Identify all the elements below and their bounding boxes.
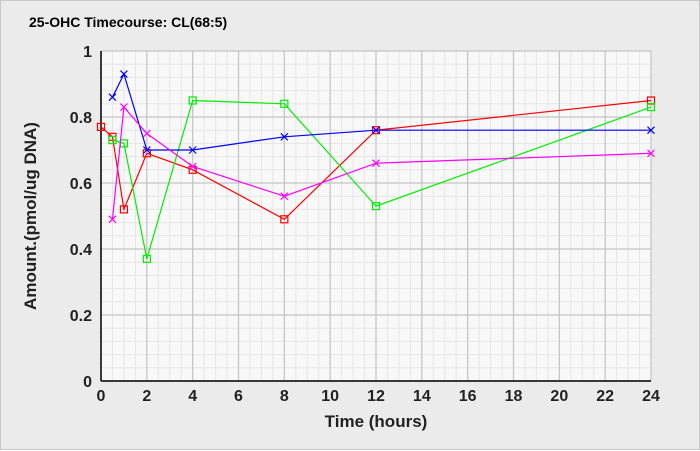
data-point xyxy=(142,254,151,263)
data-point xyxy=(188,162,197,171)
x-tick-label: 24 xyxy=(642,388,660,405)
data-point xyxy=(647,149,655,158)
data-point xyxy=(108,136,117,145)
x-tick-label: 0 xyxy=(97,388,106,405)
x-tick-label: 20 xyxy=(550,388,568,405)
data-point xyxy=(108,93,117,102)
x-tick-label: 22 xyxy=(596,388,614,405)
data-point xyxy=(647,126,655,135)
x-axis-label: Time (hours) xyxy=(325,412,428,431)
data-point xyxy=(119,205,129,214)
x-tick-label: 10 xyxy=(321,388,339,405)
x-tick-label: 4 xyxy=(188,388,197,405)
data-point xyxy=(280,132,289,141)
series-line-green xyxy=(112,99,652,260)
data-point xyxy=(142,146,151,154)
x-tick-label: 18 xyxy=(505,388,523,405)
chart-title: 25-OHC Timecourse: CL(68:5) xyxy=(29,14,227,30)
data-point xyxy=(108,215,117,224)
data-point xyxy=(96,122,106,132)
data-point xyxy=(280,192,289,201)
data-point xyxy=(280,99,289,108)
data-point xyxy=(280,215,289,224)
x-tick-label: 12 xyxy=(367,388,385,405)
y-tick-label: 0.2 xyxy=(70,308,92,325)
data-point xyxy=(142,129,151,138)
x-tick-label: 2 xyxy=(142,388,151,405)
y-tick-label: 0.8 xyxy=(70,110,92,127)
series-blue xyxy=(108,70,655,154)
series-magenta xyxy=(108,103,655,224)
y-tick-label: 0.6 xyxy=(70,176,92,193)
data-point xyxy=(119,70,128,79)
data-point xyxy=(372,159,380,168)
data-point xyxy=(119,103,128,112)
y-tick-label: 1 xyxy=(83,44,92,61)
y-axis-label: Amount.(pmol/ug DNA) xyxy=(21,122,40,310)
data-point xyxy=(371,202,381,211)
y-tick-label: 0 xyxy=(83,374,92,391)
y-tick-label: 0.4 xyxy=(70,242,92,259)
data-point xyxy=(372,126,380,135)
series-line-red xyxy=(100,99,652,221)
data-point xyxy=(646,102,656,112)
data-point xyxy=(188,146,197,154)
series-green xyxy=(108,96,656,263)
x-tick-label: 6 xyxy=(234,388,243,405)
x-tick-label: 14 xyxy=(413,388,431,405)
x-tick-label: 8 xyxy=(280,388,289,405)
data-point xyxy=(188,96,197,105)
x-tick-label: 16 xyxy=(459,388,477,405)
